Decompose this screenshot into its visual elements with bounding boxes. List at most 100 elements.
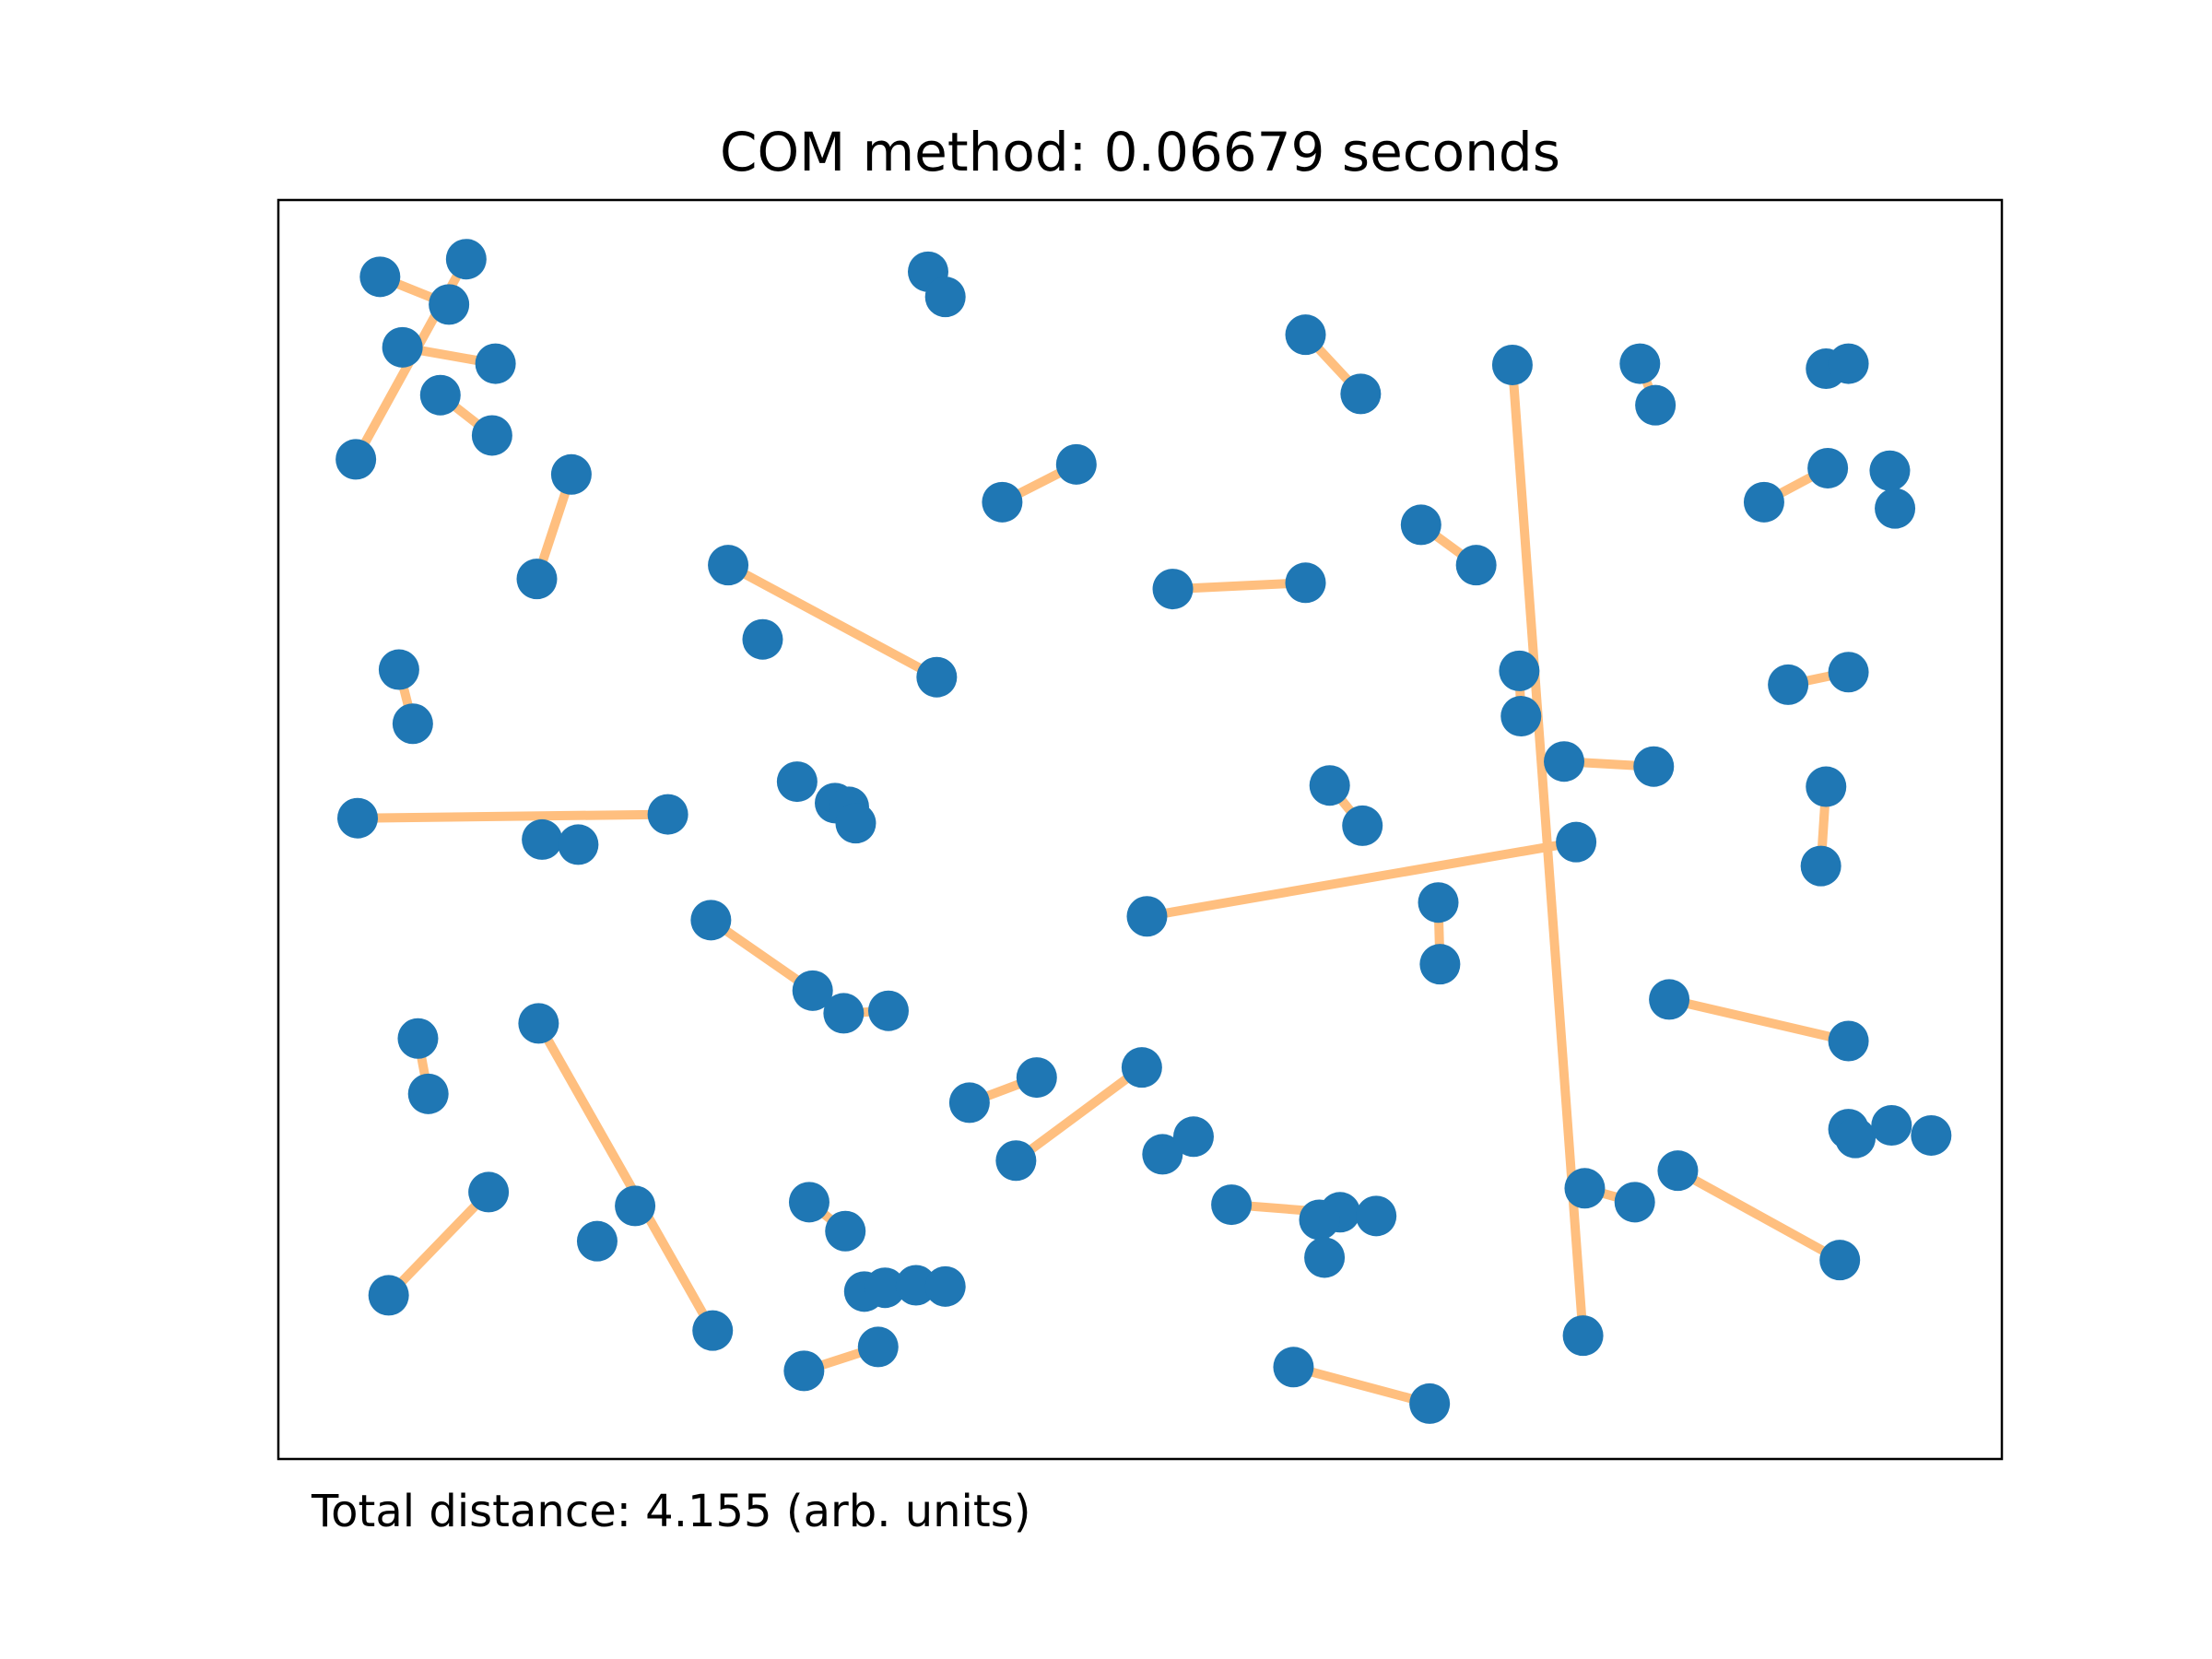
scatter-point-18: [1828, 343, 1869, 384]
scatter-point-39: [1828, 652, 1869, 693]
scatter-point-55: [1419, 944, 1461, 985]
scatter-point-84: [1304, 1237, 1346, 1278]
scatter-point-28: [1455, 545, 1497, 586]
scatter-point-87: [1657, 1150, 1699, 1192]
scatter-point-14: [1491, 344, 1533, 385]
scatter-point-98: [1273, 1347, 1314, 1388]
scatter-point-20: [1869, 450, 1911, 491]
pair-line-31: [1013, 1064, 1145, 1165]
scatter-point-81: [1211, 1184, 1253, 1226]
scatter-point-5: [419, 374, 461, 416]
pair-line-28: [535, 1020, 717, 1334]
scatter-point-96: [783, 1350, 825, 1392]
scatter-point-47: [647, 794, 688, 835]
scatter-point-9: [516, 559, 558, 600]
scatter-point-75: [468, 1171, 510, 1213]
scatter-point-27: [1400, 504, 1441, 546]
scatter-point-60: [397, 1018, 439, 1059]
scatter-point-53: [1556, 821, 1597, 863]
scatter-point-50: [1806, 766, 1847, 807]
scatter-point-74: [1911, 1114, 1952, 1156]
scatter-point-34: [1499, 650, 1540, 691]
scatter-point-82: [1299, 1199, 1340, 1241]
scatter-point-13: [1340, 373, 1382, 415]
pair-line-35: [1676, 1166, 1842, 1265]
scatter-point-8: [550, 453, 592, 495]
scatter-point-58: [823, 993, 865, 1034]
scatter-point-2: [445, 239, 487, 280]
pair-line-23: [1146, 837, 1577, 922]
plot-frame: [276, 198, 2004, 1461]
scatter-point-57: [792, 970, 833, 1011]
scatter-point-36: [1544, 741, 1585, 782]
scatter-point-49: [1342, 805, 1383, 846]
scatter-point-29: [708, 545, 749, 586]
scatter-point-15: [1619, 343, 1661, 384]
scatter-point-7: [335, 439, 377, 480]
scatter-point-23: [982, 481, 1023, 523]
scatter-point-95: [1562, 1315, 1604, 1357]
scatter-point-93: [924, 1265, 966, 1307]
scatter-point-54: [1418, 882, 1459, 924]
scatter-point-73: [1871, 1105, 1912, 1147]
scatter-point-89: [825, 1210, 866, 1252]
scatter-point-32: [378, 649, 419, 690]
scatter-point-61: [407, 1073, 449, 1114]
pair-line-29: [1667, 994, 1850, 1046]
scatter-point-76: [368, 1275, 409, 1316]
scatter-point-16: [1635, 384, 1677, 426]
scatter-point-99: [1409, 1382, 1451, 1424]
scatter-point-4: [475, 343, 516, 384]
scatter-point-78: [576, 1220, 618, 1262]
scatter-point-46: [558, 824, 599, 865]
scatter-point-69: [1142, 1134, 1183, 1175]
scatter-point-91: [865, 1267, 906, 1309]
scatter-point-11: [924, 276, 966, 318]
scatter-point-97: [857, 1326, 899, 1368]
scatter-point-70: [1172, 1116, 1214, 1158]
scatter-point-85: [1564, 1168, 1606, 1209]
scatter-point-3: [382, 326, 423, 368]
scatter-point-44: [337, 797, 379, 839]
scatter-points: [335, 239, 1952, 1424]
scatter-point-45: [522, 818, 563, 860]
scatter-point-26: [1285, 562, 1326, 604]
scatter-point-72: [1835, 1117, 1877, 1159]
scatter-point-63: [1649, 979, 1690, 1020]
scatter-point-0: [359, 256, 401, 298]
scatter-point-52: [1126, 896, 1168, 937]
scatter-point-62: [518, 1003, 559, 1044]
scatter-point-6: [471, 415, 512, 456]
scatter-point-51: [1800, 845, 1841, 887]
scatter-point-64: [1828, 1020, 1869, 1062]
chart-title: COM method: 0.06679 seconds: [720, 121, 1560, 183]
scatter-point-43: [835, 803, 877, 844]
pair-line-20: [357, 809, 668, 823]
scatter-point-38: [1768, 664, 1809, 705]
pair-line-37: [1292, 1362, 1431, 1408]
pair-line-25: [708, 916, 816, 994]
scatter-point-24: [1055, 443, 1097, 485]
scatter-point-77: [615, 1185, 656, 1227]
scatter-point-48: [1309, 765, 1350, 806]
scatter-point-1: [429, 284, 470, 325]
pair-line-15: [725, 560, 939, 682]
scatter-point-22: [1743, 481, 1784, 523]
scatter-point-31: [916, 656, 958, 698]
scatter-point-25: [1152, 569, 1194, 610]
pair-line-13: [1172, 578, 1306, 594]
scatter-point-19: [1807, 447, 1849, 488]
scatter-point-56: [690, 900, 732, 941]
scatter-point-30: [742, 618, 783, 660]
scatter-point-67: [1121, 1047, 1162, 1088]
scatter-point-94: [692, 1310, 734, 1351]
scatter-point-59: [867, 990, 909, 1031]
scatter-point-83: [1356, 1195, 1397, 1237]
scatter-point-35: [1500, 696, 1542, 737]
scatter-point-79: [788, 1182, 830, 1223]
scatter-point-37: [1633, 746, 1675, 787]
scatter-point-65: [948, 1082, 990, 1124]
scatter-point-21: [1875, 488, 1916, 529]
scatter-point-86: [1614, 1182, 1655, 1223]
